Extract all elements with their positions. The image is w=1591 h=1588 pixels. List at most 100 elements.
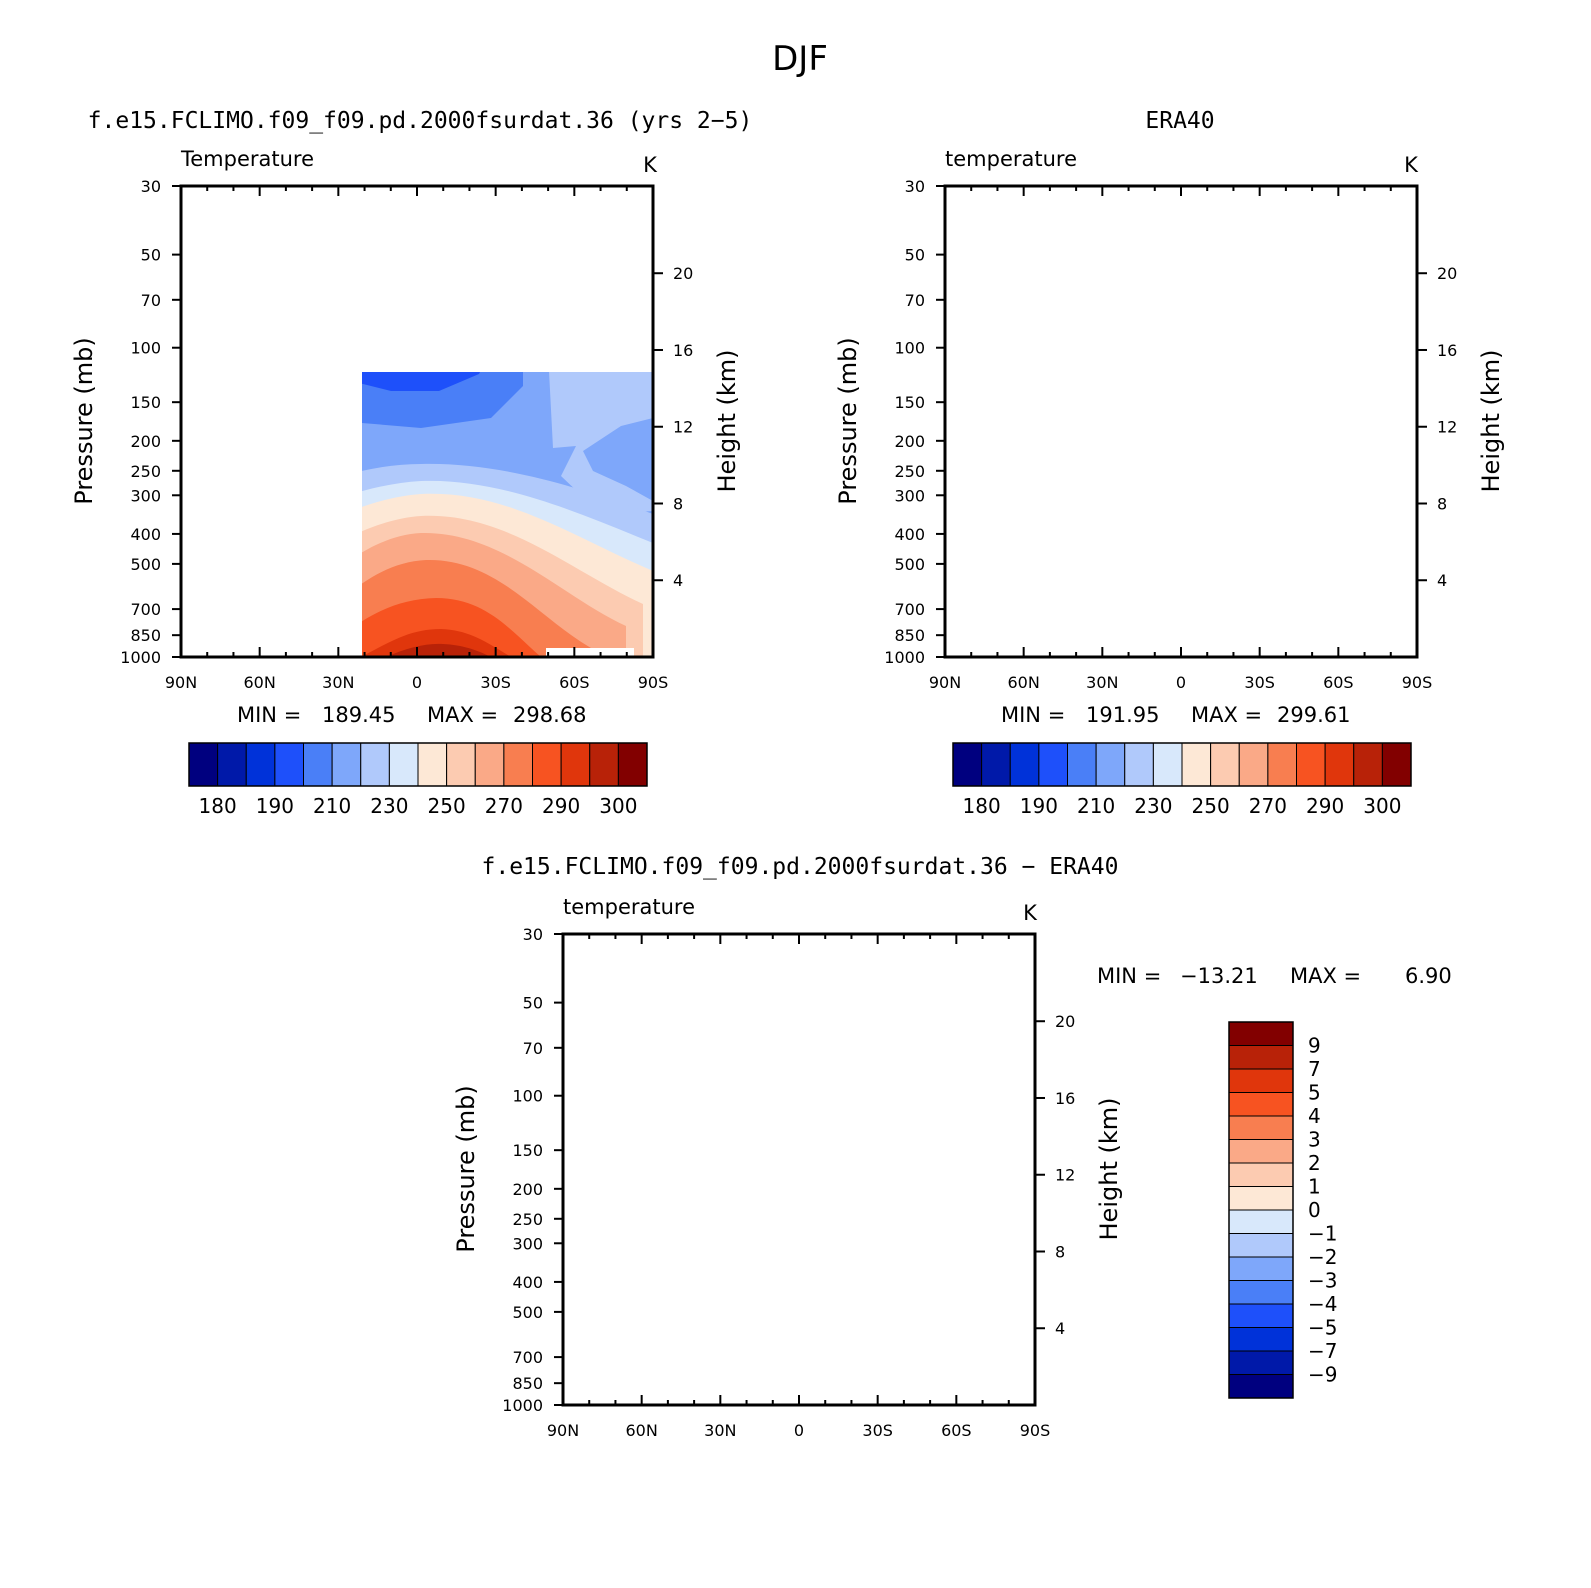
contour-level [971,1342,1035,1405]
height-tick-label: 8 [673,494,683,513]
panel-model-colorbar: 180 190 210 230 250 270 290 300 [188,742,648,818]
colorbar-swatch [331,742,362,787]
contour-level [1105,626,1275,657]
contour-level [181,186,219,314]
y-tick-label: 100 [512,1087,543,1106]
y-tick-label: 500 [512,1303,543,1322]
contour-level [903,934,1018,984]
contour-level [638,1386,691,1405]
height-tick-label: 12 [673,418,693,437]
height-tick-label: 8 [1055,1242,1065,1261]
colorbar-swatch [1038,742,1068,787]
height-tick-label: 20 [673,264,693,283]
panel-era40-colorbar: 180 190 210 230 250 270 290 300 [952,742,1412,818]
contour-level [921,1064,973,1149]
colorbar-label: −1 [1308,1222,1337,1246]
contour-level [1003,1042,1035,1109]
colorbar-frame [952,742,1412,787]
panel-model-title: f.e15.FCLIMO.f09_f09.pd.2000fsurdat.36 (… [88,108,753,134]
colorbar-label: −3 [1308,1269,1337,1293]
y-tick-label: 300 [894,486,925,505]
x-tick-label: 30S [1244,673,1275,692]
colorbar-swatch [560,742,591,787]
colorbar-swatch [1228,1021,1294,1046]
colorbar-swatch [952,742,983,787]
colorbar-swatch [1324,742,1355,787]
contour-level [943,1159,1035,1244]
height-tick-label: 4 [1055,1319,1065,1338]
y-tick-label: 30 [523,925,543,944]
y-tick-label: 850 [130,626,161,645]
height-tick-label: 20 [1055,1012,1075,1031]
y-tick-label: 50 [905,246,925,265]
colorbar-frame [1228,1021,1294,1399]
colorbar-label: −7 [1308,1339,1337,1363]
x-tick-label: 30S [480,673,511,692]
height-tick-label: 16 [673,341,693,360]
panel-model-variable: Temperature [180,147,314,171]
x-tick-label: 90N [929,673,961,692]
contour-level [563,934,668,1084]
contour-level [908,1022,1035,1279]
panel-model-max-value: 298.68 [513,703,586,727]
contour-level [598,1092,703,1405]
colorbar-swatch [981,742,1011,787]
contour-level [945,510,1417,657]
y-tick-label: 150 [130,393,161,412]
colorbar-swatch [446,742,476,787]
colorbar-swatch [217,742,247,787]
contour-level [945,452,1417,657]
y-tick-label: 300 [512,1234,543,1253]
contour-level [563,934,618,992]
height-tick-label: 12 [1437,418,1457,437]
colorbar-swatch [474,742,505,787]
contour-level [868,934,1011,994]
x-tick-label: 60S [559,673,590,692]
panel-model-min-label: MIN = [237,703,301,727]
y-tick-label: 70 [141,291,161,310]
x-tick-label: 60S [1323,673,1354,692]
y-tick-label: 850 [894,626,925,645]
colorbar-swatch [1009,742,1040,787]
colorbar-label: 230 [370,794,408,818]
colorbar-label: 4 [1308,1104,1321,1128]
colorbar-swatch [1228,1092,1294,1117]
colorbar-label: 3 [1308,1128,1321,1152]
contour-level [1363,469,1373,474]
colorbar-label: −9 [1308,1363,1337,1387]
colorbar-swatch [617,742,648,787]
colorbar-label: 300 [599,794,637,818]
contour-level [583,418,653,501]
contour-level [958,1192,1035,1226]
y-tick-label: 250 [130,462,161,481]
panel-model-field [181,186,653,657]
colorbar-label: 210 [313,794,351,818]
y-tick-label: 700 [512,1348,543,1367]
colorbar-label: 290 [542,794,580,818]
colorbar-label: 180 [199,794,237,818]
colorbar-swatch [1152,742,1183,787]
panel-difference-min-label: MIN = [1097,964,1161,988]
x-tick-label: 30N [704,1421,736,1440]
contour-level [738,1299,778,1326]
colorbar-swatch [1228,1374,1294,1399]
x-tick-label: 0 [1176,673,1186,692]
y-tick-label: 100 [130,339,161,358]
y-tick-label: 400 [130,525,161,544]
panel-model-max-label: MAX = [427,703,498,727]
colorbar-label: 270 [1249,794,1287,818]
y-tick-label: 850 [512,1374,543,1393]
contour-level [945,186,1417,657]
colorbar-label: 230 [1134,794,1172,818]
contour-level [386,643,491,657]
height-tick-label: 20 [1437,264,1457,283]
contour-level [1275,186,1417,536]
panel-difference-max-label: MAX = [1290,964,1361,988]
colorbar-label: 270 [485,794,523,818]
panel-era40-ylabel-right: Height (km) [1477,350,1505,493]
x-tick-label: 30S [862,1421,893,1440]
contour-level [396,337,436,351]
colorbar-label: 1 [1308,1175,1321,1199]
colorbar-swatch [1228,1139,1294,1164]
